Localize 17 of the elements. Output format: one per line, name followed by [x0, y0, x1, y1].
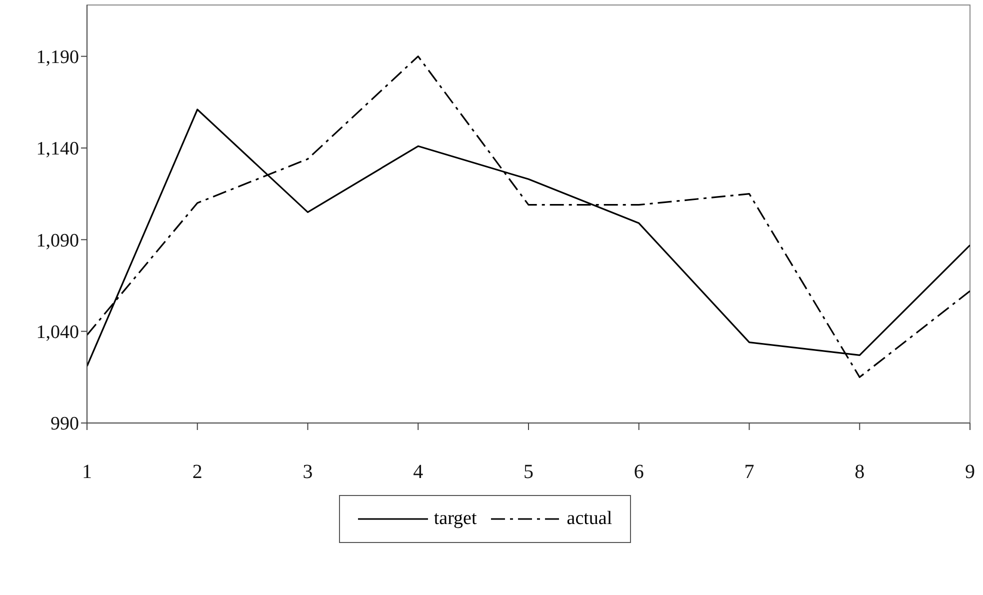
x-tick-label: 2	[192, 461, 202, 484]
y-tick-label: 1,190	[36, 47, 79, 68]
x-tick-label: 1	[82, 461, 92, 484]
legend-label: actual	[566, 508, 612, 530]
legend-label: target	[434, 508, 477, 530]
x-tick-label: 6	[634, 461, 644, 484]
x-tick-label: 9	[965, 461, 975, 484]
x-tick-label: 7	[744, 461, 754, 484]
y-tick-label: 1,140	[36, 138, 79, 160]
x-tick-label: 5	[524, 461, 534, 484]
y-tick-label: 1,090	[36, 230, 79, 252]
y-tick-label: 990	[50, 414, 79, 435]
y-tick-label: 1,040	[36, 322, 79, 344]
x-tick-label: 4	[413, 461, 424, 484]
x-tick-label: 3	[302, 461, 313, 484]
line-series	[87, 56, 970, 378]
x-tick-label: 8	[854, 461, 865, 484]
